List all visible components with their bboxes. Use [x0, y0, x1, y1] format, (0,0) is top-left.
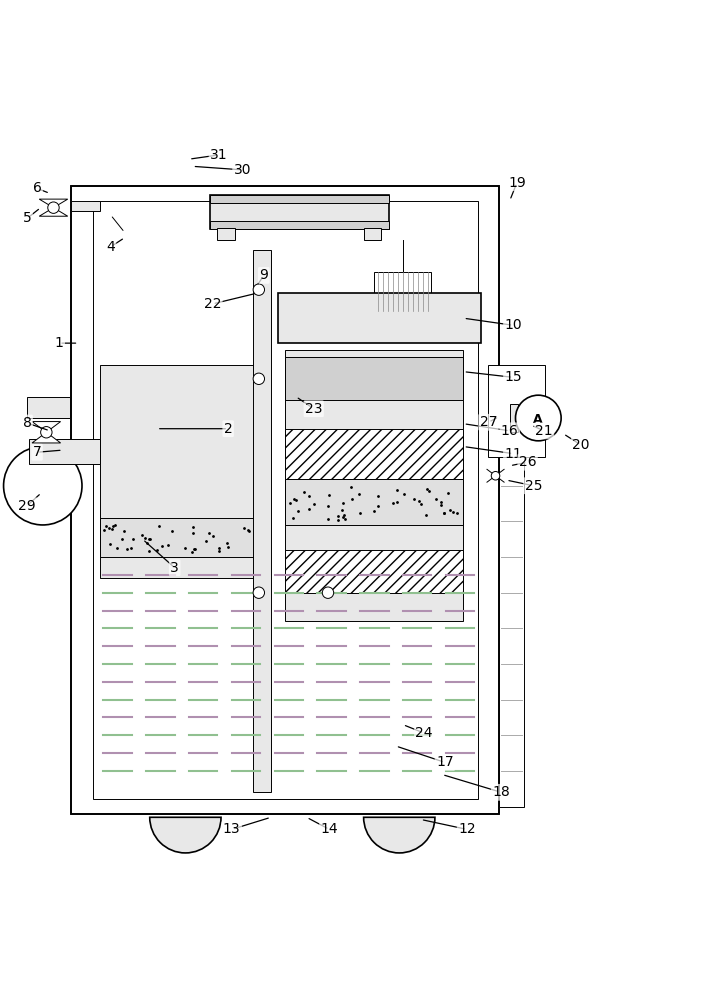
Bar: [285, 550, 463, 593]
Bar: [71, 186, 499, 814]
Bar: [285, 429, 463, 479]
Text: 29: 29: [19, 499, 36, 513]
Bar: [71, 201, 100, 211]
Wedge shape: [374, 243, 431, 272]
Bar: [210, 195, 389, 229]
Circle shape: [322, 587, 334, 598]
Circle shape: [41, 427, 52, 438]
Text: 1: 1: [55, 336, 63, 350]
Text: 30: 30: [234, 163, 251, 177]
Bar: [285, 350, 463, 621]
Circle shape: [48, 202, 59, 213]
Text: 8: 8: [23, 416, 31, 430]
Text: 25: 25: [525, 479, 542, 493]
Bar: [210, 195, 389, 203]
Bar: [93, 201, 478, 799]
Polygon shape: [32, 422, 61, 443]
Bar: [100, 365, 257, 578]
Bar: [29, 439, 100, 464]
Text: 9: 9: [260, 268, 268, 282]
Text: 20: 20: [573, 438, 590, 452]
Circle shape: [253, 587, 265, 598]
Text: 27: 27: [480, 415, 497, 429]
Text: A: A: [533, 413, 543, 426]
Text: 13: 13: [223, 822, 240, 836]
Bar: [278, 293, 481, 343]
Circle shape: [253, 373, 265, 384]
Bar: [217, 228, 235, 240]
Bar: [285, 479, 463, 525]
Text: 12: 12: [458, 822, 476, 836]
Text: 21: 21: [535, 424, 553, 438]
Text: 31: 31: [210, 148, 227, 162]
Bar: [374, 272, 431, 311]
Bar: [71, 186, 499, 814]
Text: 19: 19: [508, 176, 525, 190]
Bar: [488, 365, 545, 457]
Wedge shape: [150, 817, 221, 853]
Circle shape: [253, 284, 265, 295]
Text: 2: 2: [224, 422, 232, 436]
Bar: [100, 518, 257, 557]
Text: 18: 18: [493, 785, 510, 799]
Circle shape: [515, 395, 561, 441]
Text: 14: 14: [321, 822, 338, 836]
Circle shape: [4, 447, 82, 525]
Text: 3: 3: [170, 561, 179, 575]
Wedge shape: [364, 817, 435, 853]
Text: 26: 26: [519, 455, 536, 469]
Polygon shape: [39, 199, 68, 216]
Bar: [27, 397, 70, 418]
Bar: [285, 357, 463, 400]
Text: 16: 16: [501, 424, 518, 438]
Bar: [253, 250, 271, 792]
Circle shape: [491, 471, 500, 480]
Bar: [364, 228, 381, 240]
Text: 23: 23: [305, 402, 322, 416]
Bar: [210, 221, 389, 229]
Text: 5: 5: [23, 211, 31, 225]
Text: 17: 17: [436, 755, 453, 769]
Text: 7: 7: [33, 445, 41, 459]
Text: 10: 10: [505, 318, 522, 332]
Text: 15: 15: [505, 370, 522, 384]
Text: 6: 6: [33, 181, 41, 195]
Bar: [499, 379, 524, 807]
Text: 11: 11: [505, 447, 522, 461]
Text: 4: 4: [106, 240, 115, 254]
Bar: [510, 404, 518, 432]
Bar: [374, 311, 431, 336]
Text: 24: 24: [416, 726, 433, 740]
Text: 22: 22: [204, 297, 221, 311]
